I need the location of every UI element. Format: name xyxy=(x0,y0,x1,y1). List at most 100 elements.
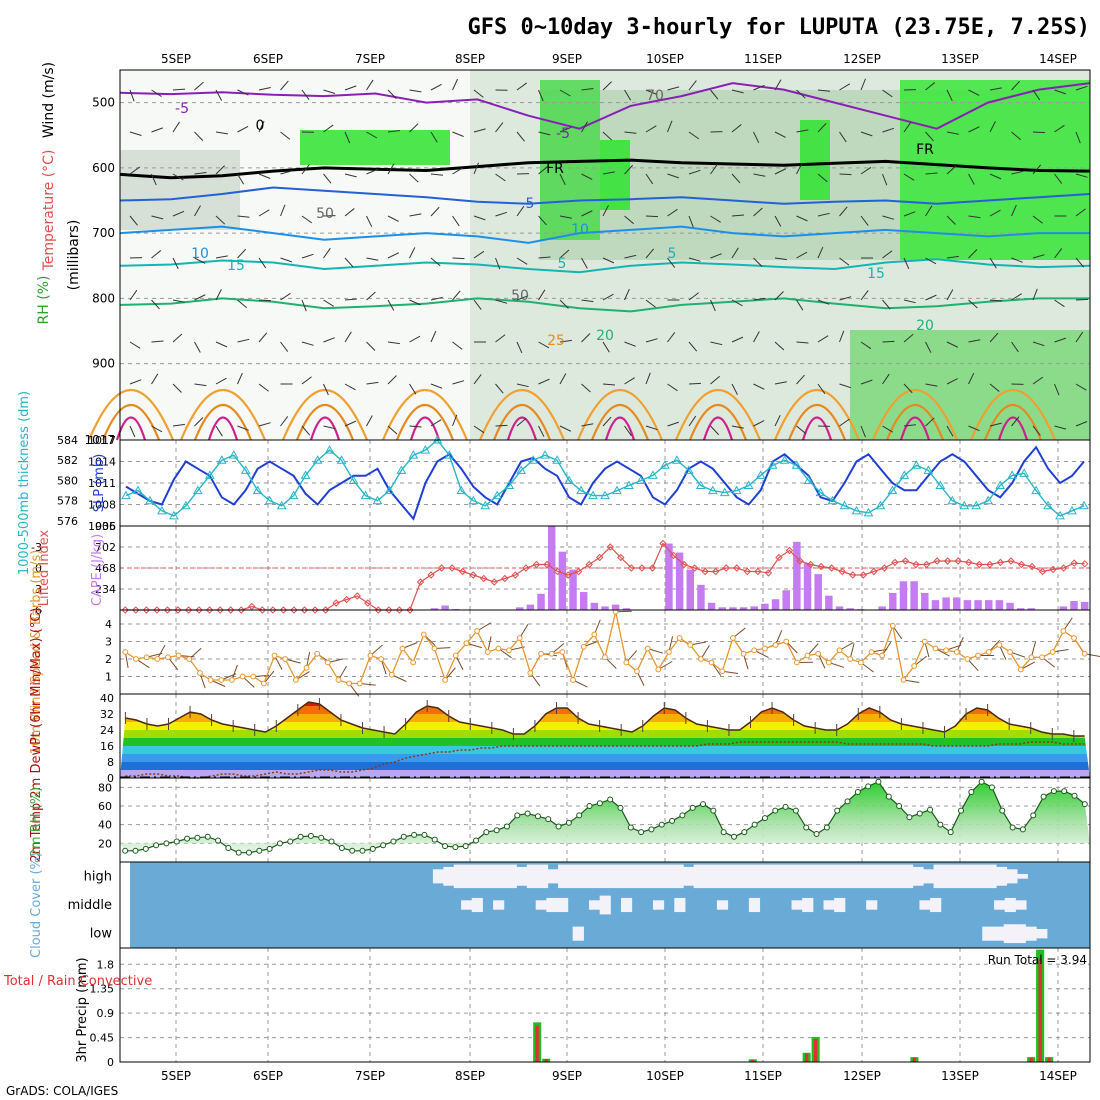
cape-bar xyxy=(963,600,972,610)
wind-speed-point xyxy=(431,645,438,652)
temp-color-band xyxy=(120,770,1090,778)
lifted-index-point xyxy=(817,562,825,571)
cloud-cell xyxy=(745,864,757,889)
wind-speed-point xyxy=(239,673,246,680)
wind-barb xyxy=(753,131,760,144)
rh-point xyxy=(689,804,696,811)
cloud-cell xyxy=(558,864,569,889)
rh-point xyxy=(153,842,160,849)
wind-speed-point xyxy=(165,654,171,661)
warm-isotherm-dome xyxy=(395,404,455,441)
thickness-tick: 578 xyxy=(57,495,78,508)
thickness-point xyxy=(695,480,706,490)
wind-barb xyxy=(645,248,655,259)
wind-speed-point xyxy=(282,656,289,662)
wind-barb xyxy=(860,290,869,301)
rh-point xyxy=(916,810,923,817)
wind-barb xyxy=(968,126,980,133)
wind-speed-point xyxy=(847,656,854,662)
wind-barb xyxy=(1011,170,1024,175)
wind-barb xyxy=(688,382,702,385)
pressure-tick: 700 xyxy=(92,226,115,240)
rh-point xyxy=(276,840,283,847)
isotherm-label: 10 xyxy=(571,222,589,238)
wind-speed-point xyxy=(921,638,928,645)
cape-bar xyxy=(430,608,439,610)
wind-barb xyxy=(774,215,782,227)
thickness-point xyxy=(851,505,862,515)
wind-barb xyxy=(301,376,312,385)
pressure-tick: 600 xyxy=(92,161,115,175)
thickness-point xyxy=(887,485,898,495)
thickness-point xyxy=(911,460,922,469)
wind-barb xyxy=(151,89,162,97)
wind-speed-point xyxy=(442,677,449,683)
wind-barb xyxy=(688,341,698,352)
wind-barb xyxy=(366,168,378,175)
wind-speed-point xyxy=(825,659,832,666)
wind-barb xyxy=(645,338,658,343)
profile-axis-label: (millibars) xyxy=(66,220,82,291)
wind-speed-point xyxy=(761,645,768,652)
wind-barb xyxy=(946,165,957,175)
wind-barb xyxy=(129,289,138,301)
wind-barb xyxy=(258,299,272,302)
cloud-cell xyxy=(683,866,695,886)
cloud-cell xyxy=(641,864,653,889)
rh-point xyxy=(493,827,500,834)
wind-barb xyxy=(495,173,506,182)
cape-bar xyxy=(942,597,950,610)
wind-barb xyxy=(968,425,980,432)
precip-tick: 1.8 xyxy=(97,958,115,971)
wind-barb xyxy=(151,173,157,186)
wind-barb xyxy=(151,425,163,433)
lifted-index-point xyxy=(796,557,804,565)
thickness-point xyxy=(827,495,838,505)
wind-tick: 2 xyxy=(105,653,112,666)
wind-barb xyxy=(774,341,785,351)
wind-barb xyxy=(989,209,1001,217)
rh-point xyxy=(576,812,583,819)
thickness-point xyxy=(240,465,251,474)
wind-barb xyxy=(817,122,827,133)
wind-barb xyxy=(409,247,416,259)
isotherm-label: FR xyxy=(916,142,934,158)
lifted-index-point xyxy=(216,606,224,614)
cloud-cell xyxy=(557,897,569,913)
thickness-point xyxy=(875,500,886,510)
rh-point xyxy=(627,824,634,831)
cloud-cell xyxy=(735,864,747,889)
wind-barb xyxy=(968,299,978,309)
rh-point xyxy=(390,838,397,845)
chart-title: GFS 0~10day 3-hourly for LUPUTA (23.75E,… xyxy=(467,15,1090,40)
date-bottom-label: 11SEP xyxy=(744,1069,782,1083)
cloud-cell xyxy=(919,900,931,910)
profile-axis-label: Wind (m/s) xyxy=(41,62,57,138)
wind-barb xyxy=(301,89,310,101)
cloud-cell xyxy=(797,864,809,889)
rh-point xyxy=(1009,824,1016,831)
precip-convective-bar xyxy=(813,1039,818,1062)
wind-barb xyxy=(323,124,334,133)
temp-color-band xyxy=(120,730,1090,738)
rh-point xyxy=(287,838,294,845)
thickness-point xyxy=(384,485,395,495)
cape-bar xyxy=(537,593,545,610)
wind-axis-label: 10m Wind Speed & Barbs (m/s) xyxy=(29,550,44,755)
temp-color-band xyxy=(120,702,1090,706)
wind-barb xyxy=(538,425,545,437)
wind-barb xyxy=(409,425,422,428)
cloud-cell xyxy=(829,864,841,889)
wind-speed-point xyxy=(602,654,608,661)
wind-barb xyxy=(1032,164,1042,175)
lifted-index-point xyxy=(364,599,372,607)
wind-barb xyxy=(387,252,400,259)
wind-barb xyxy=(151,299,160,310)
rh-point xyxy=(968,789,975,795)
cape-bar xyxy=(974,600,982,610)
wind-barb xyxy=(925,131,934,142)
precip-convective-bar xyxy=(805,1053,809,1062)
lifted-index-point xyxy=(1070,559,1078,567)
rh-point xyxy=(1050,788,1057,795)
wind-barb xyxy=(946,425,954,437)
